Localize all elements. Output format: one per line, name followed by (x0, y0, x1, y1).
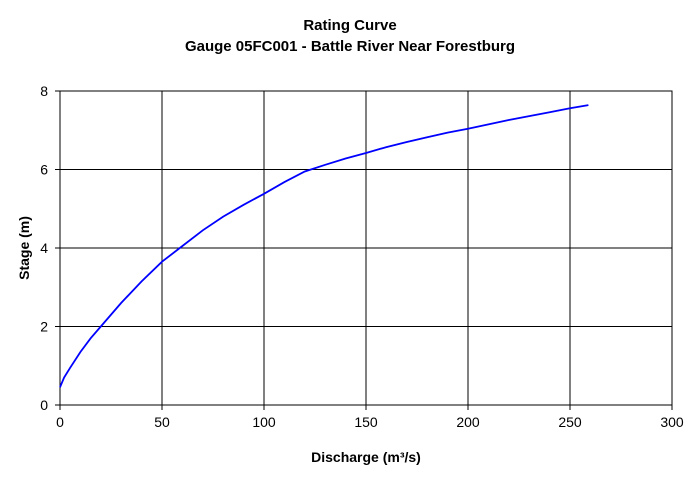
x-tick-label: 300 (660, 414, 684, 430)
x-tick-label: 200 (456, 414, 480, 430)
y-tick-label: 2 (40, 319, 48, 335)
y-axis-title: Stage (m) (16, 216, 32, 280)
chart-subtitle: Gauge 05FC001 - Battle River Near Forest… (184, 38, 516, 55)
x-tick-label: 100 (252, 414, 276, 430)
x-tick-label: 50 (154, 414, 170, 430)
y-tick-label: 6 (40, 162, 48, 178)
grid-lines (59, 90, 673, 406)
chart-title: Rating Curve (303, 17, 397, 34)
x-tick-label: 150 (354, 414, 378, 430)
x-tick-label: 250 (558, 414, 582, 430)
y-tick-label: 0 (40, 397, 48, 413)
x-axis-ticks: 0 50 100 150 200 250 300 (56, 405, 684, 430)
y-axis-ticks: 0 2 4 6 8 (40, 83, 60, 413)
series-line (59, 104, 589, 388)
x-tick-label: 0 (56, 414, 64, 430)
x-axis-title: Discharge (m³/s) (311, 449, 421, 465)
y-tick-label: 8 (40, 83, 48, 99)
y-tick-label: 4 (40, 240, 48, 256)
